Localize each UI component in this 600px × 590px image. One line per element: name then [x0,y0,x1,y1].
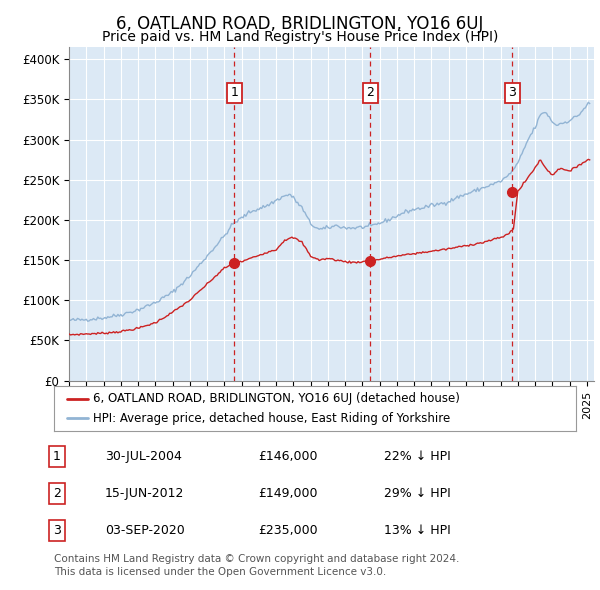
Text: 1: 1 [53,450,61,463]
Text: £149,000: £149,000 [258,487,317,500]
Text: 03-SEP-2020: 03-SEP-2020 [105,524,185,537]
Text: 22% ↓ HPI: 22% ↓ HPI [384,450,451,463]
Text: 30-JUL-2004: 30-JUL-2004 [105,450,182,463]
Text: 13% ↓ HPI: 13% ↓ HPI [384,524,451,537]
Text: Price paid vs. HM Land Registry's House Price Index (HPI): Price paid vs. HM Land Registry's House … [102,30,498,44]
Text: 29% ↓ HPI: 29% ↓ HPI [384,487,451,500]
Text: 2: 2 [367,87,374,100]
Text: 3: 3 [508,87,516,100]
Text: 6, OATLAND ROAD, BRIDLINGTON, YO16 6UJ: 6, OATLAND ROAD, BRIDLINGTON, YO16 6UJ [116,15,484,33]
Text: HPI: Average price, detached house, East Riding of Yorkshire: HPI: Average price, detached house, East… [93,412,451,425]
Text: 6, OATLAND ROAD, BRIDLINGTON, YO16 6UJ (detached house): 6, OATLAND ROAD, BRIDLINGTON, YO16 6UJ (… [93,392,460,405]
Text: £146,000: £146,000 [258,450,317,463]
Text: 1: 1 [230,87,238,100]
Text: Contains HM Land Registry data © Crown copyright and database right 2024.
This d: Contains HM Land Registry data © Crown c… [54,554,460,577]
Text: 15-JUN-2012: 15-JUN-2012 [105,487,184,500]
Text: 3: 3 [53,524,61,537]
Text: £235,000: £235,000 [258,524,317,537]
Text: 2: 2 [53,487,61,500]
